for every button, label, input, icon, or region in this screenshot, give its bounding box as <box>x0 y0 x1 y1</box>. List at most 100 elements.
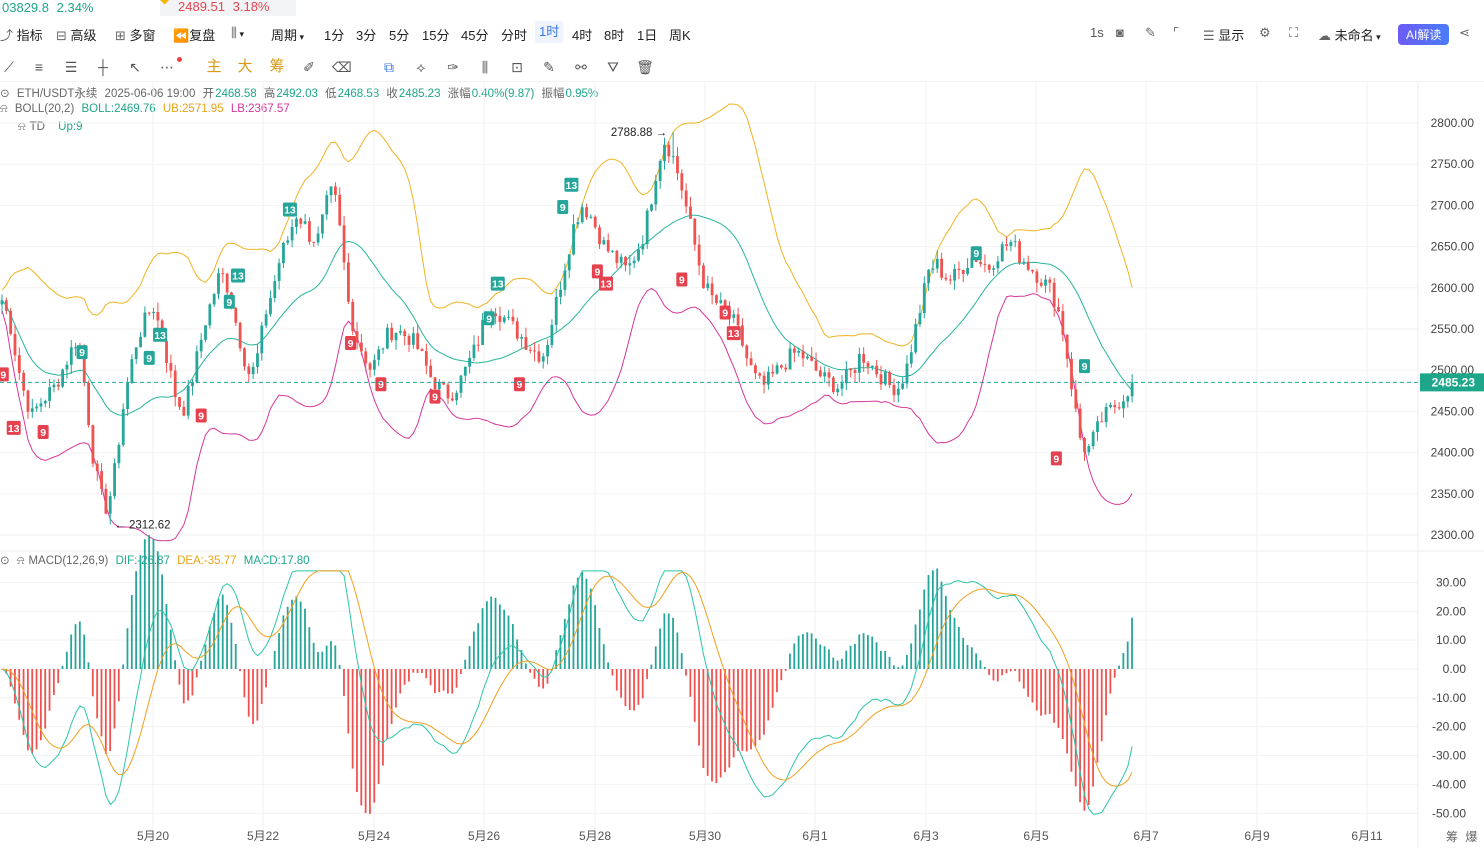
liquidation-toggle[interactable]: 爆 <box>1465 830 1478 844</box>
macd-histogram-bar <box>221 594 224 669</box>
candle-body <box>364 351 368 364</box>
candle-body <box>1083 437 1086 453</box>
main-force-button[interactable]: 主 <box>206 58 222 75</box>
interval-3m[interactable]: 3分 <box>356 28 377 43</box>
replay-button[interactable]: ⏪复盘 <box>173 25 215 44</box>
interval-4h[interactable]: 4时 <box>572 28 593 43</box>
chip-toggle[interactable]: 筹 <box>1446 830 1459 844</box>
candle-body <box>1018 241 1021 263</box>
chip-button[interactable]: 筹 <box>269 58 285 75</box>
channel-tool-icon[interactable]: ☰ <box>64 59 78 75</box>
copy-icon[interactable]: ⧉ <box>384 59 394 75</box>
bell-icon[interactable]: ⍾ <box>0 103 8 115</box>
bell-icon[interactable]: ⍾ <box>16 555 25 567</box>
refresh-interval[interactable]: 1s <box>1090 25 1104 40</box>
td-badge-label: 9 <box>722 308 728 320</box>
macd-histogram-bar <box>243 669 246 698</box>
candle-body <box>987 264 991 270</box>
ruler-icon[interactable]: ⟡ <box>416 59 426 75</box>
candle-body <box>927 269 931 284</box>
bars-icon[interactable]: ⫼ <box>481 59 489 75</box>
macd-histogram-bar <box>226 604 228 669</box>
macd-tick-label: -30.00 <box>1432 749 1466 763</box>
ticker-left-price: 03829.8 <box>2 0 49 15</box>
x-tick-label: 5月20 <box>137 829 169 843</box>
macd-histogram-bar <box>39 669 42 741</box>
interval-1d[interactable]: 1日 <box>637 28 658 43</box>
macd-histogram-bar <box>611 669 614 676</box>
chart-type-button[interactable]: ⫼ ▾ <box>231 25 244 41</box>
trash-icon[interactable]: 🗑 <box>636 59 654 75</box>
macd-histogram-bar <box>122 664 125 669</box>
multi-window-button[interactable]: ⊞ 多窗 <box>115 25 156 44</box>
macd-histogram-bar <box>130 595 133 669</box>
list-icon: ☰ <box>1203 28 1215 43</box>
interval-1m[interactable]: 1分 <box>324 28 345 43</box>
brush-icon[interactable]: ✑ <box>447 59 459 75</box>
ticker-strip: 03829.8 2.34% ◆ 2489.51 3.18% <box>0 0 1484 16</box>
indicator-button[interactable]: ⤴ 指标 <box>0 25 43 44</box>
interval-8h[interactable]: 8时 <box>604 28 625 43</box>
filter-icon[interactable]: ⛛ <box>607 59 619 75</box>
hline-tool-icon[interactable]: ≡ <box>34 59 44 75</box>
cursor-tool-icon[interactable]: ↖ <box>129 59 141 75</box>
collapse-icon[interactable]: ⊙ <box>0 88 10 100</box>
period-button[interactable]: 周期 ▾ <box>271 25 304 44</box>
candle-body <box>334 186 337 195</box>
link-icon[interactable]: ⚯ <box>575 59 587 75</box>
macd-histogram-bar <box>195 669 198 678</box>
line-tool-icon[interactable]: ⟋ <box>4 59 14 75</box>
macd-histogram-bar <box>745 669 748 752</box>
macd-histogram-bar <box>412 669 415 673</box>
ticker-right[interactable]: ◆ 2489.51 3.18% <box>160 0 296 16</box>
note-icon[interactable]: ✎ <box>543 59 555 75</box>
lock-icon[interactable]: ⊡ <box>511 59 523 75</box>
candle-body <box>658 161 662 182</box>
layout-name-button[interactable]: ☁ 未命名 ▾ <box>1318 25 1381 44</box>
macd-histogram-bar <box>1066 669 1068 754</box>
interval-45m[interactable]: 45分 <box>461 28 489 43</box>
td-badge-label: 9 <box>40 427 46 439</box>
eraser-icon[interactable]: ⌫ <box>332 59 352 75</box>
bell-icon[interactable]: ⍾ <box>18 121 26 133</box>
macd-histogram-bar <box>416 669 419 674</box>
big-order-button[interactable]: 大 <box>237 58 253 75</box>
advanced-label: 高级 <box>70 28 97 43</box>
gear-icon[interactable]: ⚙ <box>1259 25 1271 40</box>
interval-15m[interactable]: 15分 <box>422 28 450 43</box>
macd-histogram-bar <box>568 604 571 669</box>
macd-histogram-bar <box>698 669 700 746</box>
candle-body <box>801 350 805 359</box>
interval-1h[interactable]: 1时 <box>535 21 564 43</box>
candle-body <box>827 372 831 378</box>
macd-histogram-bar <box>724 669 726 773</box>
magic-icon[interactable]: ✐ <box>303 59 315 75</box>
x-tick-label: 6月9 <box>1244 829 1270 843</box>
share-icon[interactable]: ⋖ <box>1459 25 1470 40</box>
macd-histogram-bar <box>892 665 895 669</box>
macd-histogram-bar <box>854 643 856 669</box>
ticker-left[interactable]: 03829.8 2.34% <box>2 0 94 15</box>
macd-histogram-bar <box>408 669 410 682</box>
advanced-button[interactable]: ⊟ 高级 <box>56 25 97 44</box>
collapse-icon[interactable]: ⊙ <box>0 555 10 567</box>
macd-histogram-bar <box>13 669 16 704</box>
macd-histogram-bar <box>44 669 47 729</box>
ai-read-button[interactable]: AI解读 <box>1398 24 1450 45</box>
interval-week[interactable]: 周K <box>669 28 691 43</box>
ray-tool-icon[interactable]: ┼ <box>98 59 108 75</box>
pencil-icon[interactable]: ✎ <box>1145 25 1156 40</box>
display-button[interactable]: ☰ 显示 <box>1203 25 1244 44</box>
interval-timeline[interactable]: 分时 <box>501 28 528 43</box>
fullscreen-icon[interactable]: ⛶ <box>1289 25 1299 40</box>
corner-icon[interactable]: ⌜ <box>1173 25 1180 40</box>
td-badge-label: 13 <box>232 270 244 282</box>
macd-histogram-bar <box>477 623 480 669</box>
price-tick-label: 2600.00 <box>1431 281 1475 295</box>
more-tools-icon[interactable]: ⋯ <box>160 59 174 75</box>
macd-histogram-bar <box>321 651 324 669</box>
camera-icon[interactable]: ◙ <box>1116 25 1124 40</box>
td-info: ⍾ TD Up:9 <box>18 121 86 134</box>
interval-5m[interactable]: 5分 <box>389 28 410 43</box>
